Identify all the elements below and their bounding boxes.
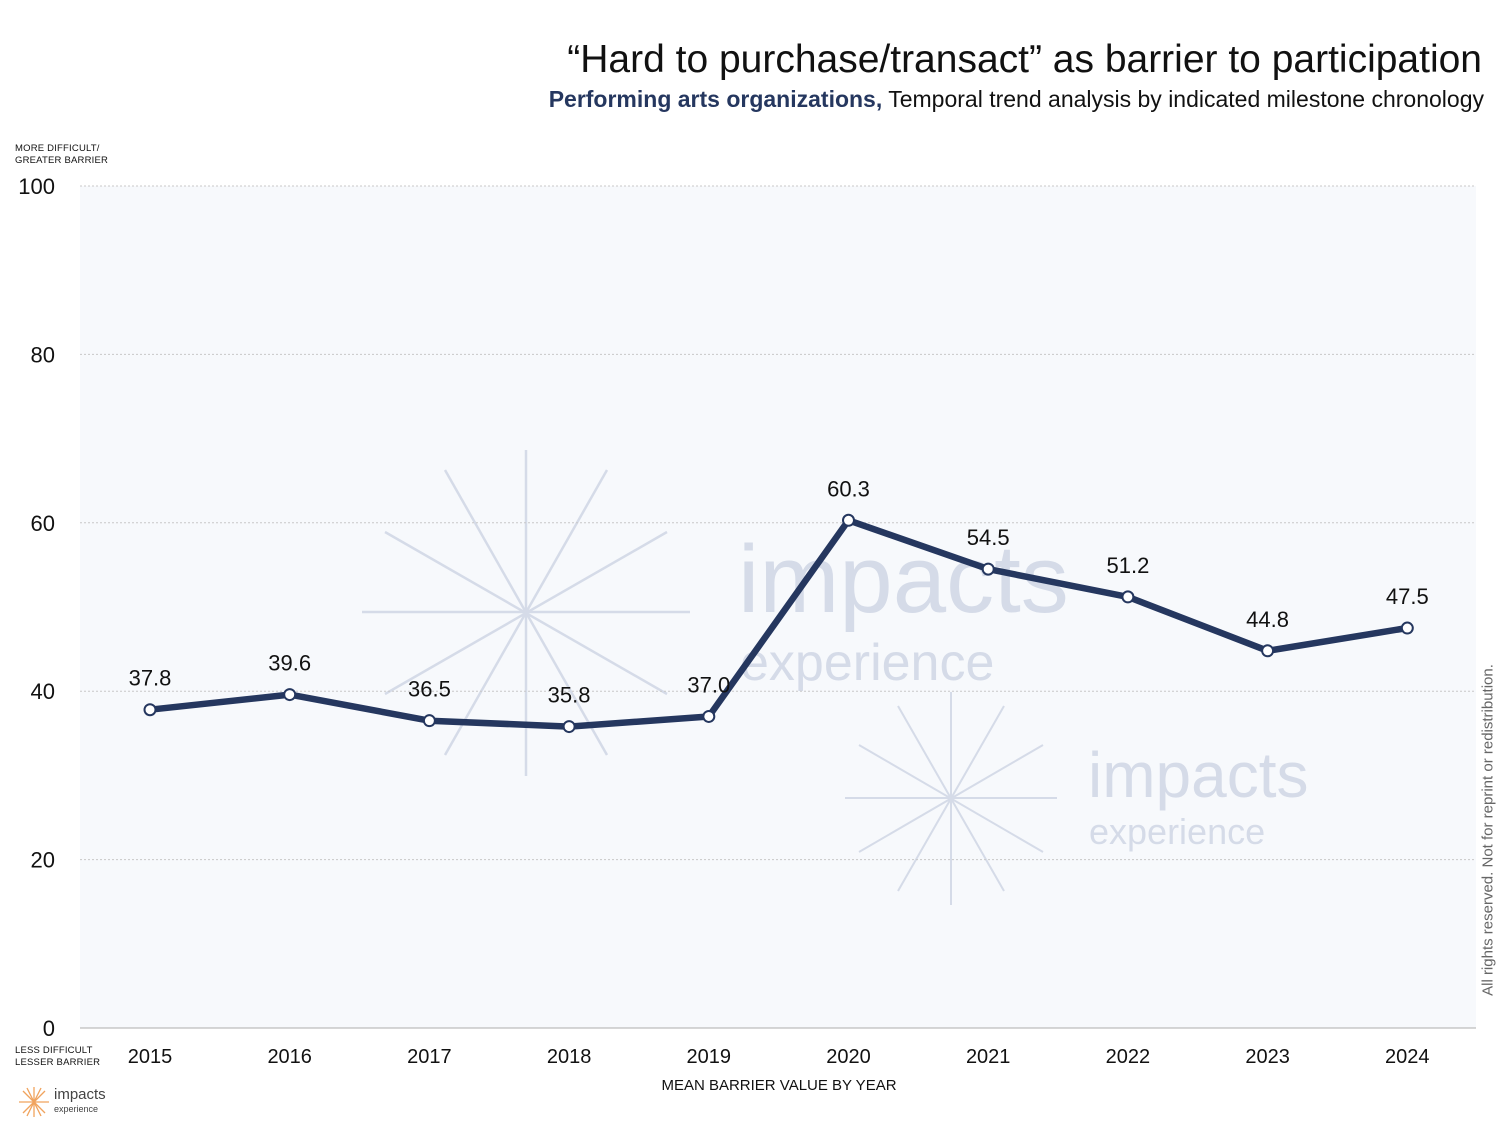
plot-background [80, 186, 1476, 1028]
watermark-sub-2: experience [1089, 811, 1265, 852]
data-label: 47.5 [1386, 584, 1429, 609]
watermark-starburst-icon-2 [845, 692, 1057, 905]
data-label: 39.6 [268, 651, 311, 676]
data-label: 44.8 [1246, 607, 1289, 632]
logo-burst-icon [19, 1087, 49, 1117]
x-tick-label: 2020 [826, 1046, 871, 1068]
data-point [562, 720, 576, 734]
y-tick-label: 60 [31, 511, 55, 536]
data-point [981, 562, 995, 576]
data-label: 35.8 [548, 683, 591, 708]
y-tick-label: 0 [43, 1016, 55, 1041]
y-axis-ticks: 0 20 40 60 80 100 [18, 174, 55, 1041]
y-tick-label: 80 [31, 342, 55, 367]
data-label: 36.5 [408, 677, 451, 702]
x-axis-ticks: 2015 2016 2017 2018 2019 2020 2021 2022 2023 2024 [128, 1046, 1430, 1068]
subtitle-description: Temporal trend analysis by indicated mil… [882, 86, 1484, 112]
x-axis-label: MEAN BARRIER VALUE BY YEAR [661, 1077, 897, 1094]
data-point [1261, 644, 1275, 658]
watermark-sub: experience [740, 634, 994, 692]
data-label: 51.2 [1106, 553, 1149, 578]
watermark-word: impacts [738, 526, 1069, 633]
x-tick-label: 2021 [966, 1046, 1011, 1068]
y-tick-label: 40 [31, 679, 55, 704]
y-tick-label: 20 [31, 848, 55, 873]
y-axis-bottom-note: LESS DIFFICULT LESSER BARRIER [15, 1045, 101, 1068]
data-point [1121, 590, 1135, 604]
watermark-word-2: impacts [1088, 739, 1309, 811]
data-points [143, 513, 1414, 734]
data-point [143, 703, 157, 717]
data-label: 54.5 [967, 525, 1010, 550]
x-tick-label: 2017 [407, 1046, 452, 1068]
rights-notice: All rights reserved. Not for reprint or … [1479, 664, 1497, 996]
chart-title: “Hard to purchase/transact” as barrier t… [567, 38, 1482, 81]
series-line [146, 517, 1411, 730]
data-labels: 37.8 39.6 36.5 35.8 37.0 60.3 54.5 51.2 44.8 47.5 [129, 476, 1429, 707]
data-point [702, 709, 716, 723]
impacts-logo: impacts experience [14, 1082, 154, 1122]
data-point [842, 513, 855, 527]
logo-word: impacts [54, 1086, 106, 1103]
data-label: 60.3 [827, 476, 870, 501]
x-tick-label: 2024 [1385, 1046, 1430, 1068]
data-point [1400, 621, 1414, 635]
data-label: 37.8 [129, 666, 172, 691]
y-tick-label: 100 [18, 174, 55, 199]
y-axis-top-note: MORE DIFFICULT/ GREATER BARRIER [15, 143, 109, 166]
logo-sub: experience [54, 1104, 99, 1114]
data-label: 37.0 [687, 672, 730, 697]
x-tick-label: 2018 [547, 1046, 592, 1068]
data-point [283, 688, 297, 702]
x-tick-label: 2019 [687, 1046, 732, 1068]
chart-subtitle: Performing arts organizations, Temporal … [549, 86, 1484, 113]
subtitle-organization: Performing arts organizations, [548, 86, 883, 112]
x-tick-label: 2023 [1245, 1046, 1290, 1068]
x-tick-label: 2015 [128, 1046, 173, 1068]
data-point [422, 714, 436, 728]
x-tick-label: 2016 [267, 1046, 312, 1068]
x-tick-label: 2022 [1106, 1046, 1151, 1068]
grid-lines [80, 185, 1476, 1029]
